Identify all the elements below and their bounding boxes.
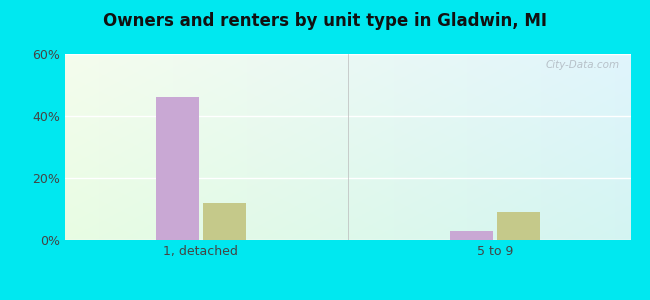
Bar <box>203 203 246 240</box>
Text: Owners and renters by unit type in Gladwin, MI: Owners and renters by unit type in Gladw… <box>103 12 547 30</box>
Bar <box>450 231 493 240</box>
Bar <box>155 98 198 240</box>
Bar <box>497 212 540 240</box>
Text: City-Data.com: City-Data.com <box>545 60 619 70</box>
